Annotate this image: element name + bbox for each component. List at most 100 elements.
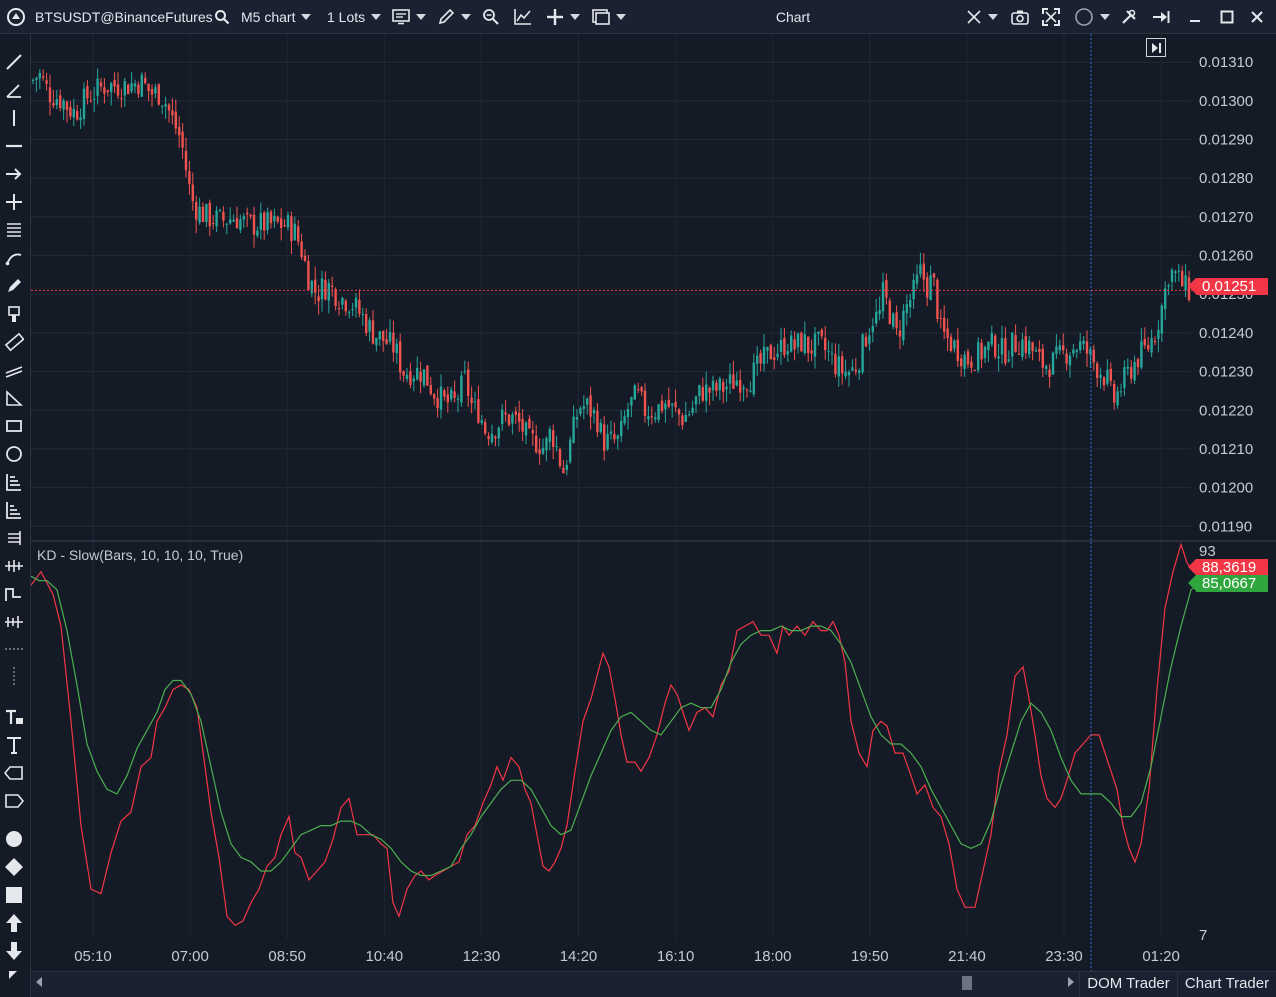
curve-tool-icon[interactable] bbox=[2, 247, 26, 269]
candle-body bbox=[212, 223, 215, 225]
fullscreen-icon[interactable] bbox=[1041, 0, 1061, 34]
candle-body bbox=[562, 467, 565, 474]
add-button[interactable] bbox=[546, 0, 580, 34]
price-tick-label: 0.01270 bbox=[1199, 209, 1253, 226]
time-tick-label: 10:40 bbox=[366, 948, 404, 965]
pen-tool-icon[interactable] bbox=[2, 275, 26, 297]
drawing-tool-button[interactable] bbox=[437, 0, 471, 34]
line-tool-icon[interactable] bbox=[2, 51, 26, 73]
circle-marker-icon[interactable] bbox=[2, 828, 26, 850]
triangle-tool-icon[interactable] bbox=[2, 387, 26, 409]
candle-body bbox=[888, 300, 891, 324]
candle-body bbox=[715, 382, 718, 391]
candle-body bbox=[490, 433, 494, 443]
tools-icon[interactable] bbox=[1120, 0, 1138, 34]
candle-body bbox=[409, 371, 412, 386]
brush-tool-icon[interactable] bbox=[2, 303, 26, 325]
angle-tool-icon[interactable] bbox=[2, 79, 26, 101]
candle-body bbox=[1055, 346, 1058, 354]
scroll-right-icon[interactable] bbox=[1068, 977, 1074, 987]
scroll-left-icon[interactable] bbox=[36, 977, 42, 987]
rectangle-tool-icon[interactable] bbox=[2, 415, 26, 437]
crosshair-mode-button[interactable] bbox=[966, 0, 998, 34]
candle-body bbox=[395, 343, 398, 354]
close-button[interactable] bbox=[1250, 0, 1264, 34]
candle-body bbox=[69, 107, 72, 117]
candle-body bbox=[803, 334, 806, 354]
candle-body bbox=[378, 331, 381, 340]
search-icon[interactable] bbox=[214, 0, 230, 34]
candle-body bbox=[276, 216, 279, 222]
price-label-icon[interactable] bbox=[2, 762, 26, 784]
fib-levels-icon[interactable] bbox=[2, 219, 26, 241]
zoom-icon[interactable] bbox=[482, 0, 500, 34]
candle-body bbox=[878, 309, 881, 315]
arrow-up-marker-icon[interactable] bbox=[2, 912, 26, 934]
candle-body bbox=[368, 320, 371, 332]
chart-area[interactable]: 0.01310 0.01300 0.01290 0.01280 0.01270 0.012… bbox=[31, 34, 1276, 971]
candle-body bbox=[334, 288, 337, 307]
candle-body bbox=[558, 449, 562, 467]
chart-trader-button[interactable]: Chart Trader bbox=[1177, 971, 1276, 997]
ruler-tool-icon[interactable] bbox=[2, 331, 26, 353]
diamond-marker-icon[interactable] bbox=[2, 856, 26, 878]
camera-icon[interactable] bbox=[1011, 0, 1029, 34]
text-lock-icon[interactable] bbox=[2, 706, 26, 728]
tag-label-icon[interactable] bbox=[2, 790, 26, 812]
arrow-tool-icon[interactable] bbox=[2, 163, 26, 185]
arrow-down-marker-icon[interactable] bbox=[2, 940, 26, 962]
candle-body bbox=[820, 329, 823, 337]
candle-body bbox=[229, 219, 232, 224]
indicator-title[interactable]: KD - Slow(Bars, 10, 10, 10, True) bbox=[37, 547, 244, 563]
fib-fan-icon[interactable] bbox=[2, 471, 26, 493]
chart-style-button[interactable] bbox=[392, 0, 426, 34]
vertical-line-icon[interactable] bbox=[2, 107, 26, 129]
k-value-tag: 88,3619 bbox=[1188, 559, 1268, 576]
minimize-button[interactable] bbox=[1188, 0, 1202, 34]
instrument-name[interactable]: BTSUSDT@BinanceFutures bbox=[35, 9, 213, 25]
app-logo-icon[interactable] bbox=[6, 0, 26, 34]
candle-body bbox=[844, 371, 847, 377]
candle-body bbox=[902, 310, 905, 341]
indicators-icon[interactable] bbox=[513, 0, 533, 34]
regression-channel-icon[interactable] bbox=[2, 611, 26, 633]
pin-icon[interactable] bbox=[1151, 0, 1171, 34]
candle-body bbox=[1130, 367, 1133, 379]
price-axis[interactable]: 0.01310 0.01300 0.01290 0.01280 0.01270 0.012… bbox=[1199, 54, 1253, 535]
maximize-button[interactable] bbox=[1220, 0, 1234, 34]
text-tool-icon[interactable] bbox=[2, 734, 26, 756]
gann-fan-icon[interactable] bbox=[2, 583, 26, 605]
candle-body bbox=[1184, 275, 1187, 290]
pitchfork-icon[interactable] bbox=[2, 555, 26, 577]
dom-trader-button[interactable]: DOM Trader bbox=[1079, 971, 1177, 997]
candle-body bbox=[708, 387, 711, 393]
square-marker-icon[interactable] bbox=[2, 884, 26, 906]
link-mode-button[interactable] bbox=[1074, 0, 1110, 34]
candle-body bbox=[637, 389, 640, 391]
candle-body bbox=[735, 380, 738, 386]
fib-timezone-icon[interactable] bbox=[2, 527, 26, 549]
window-layout-button[interactable] bbox=[592, 0, 626, 34]
fib-extension-icon[interactable] bbox=[2, 499, 26, 521]
candle-body bbox=[331, 285, 334, 288]
candle-body bbox=[1140, 341, 1143, 368]
candle-body bbox=[477, 398, 480, 423]
toolbar-expand-icon[interactable] bbox=[2, 964, 26, 986]
horizontal-line-icon[interactable] bbox=[2, 135, 26, 157]
timeframe-dropdown[interactable]: M5 chart bbox=[241, 0, 312, 34]
parallel-channel-icon[interactable] bbox=[2, 359, 26, 381]
candle-body bbox=[579, 408, 582, 414]
scroll-to-end-button[interactable] bbox=[1146, 38, 1166, 57]
candle-body bbox=[439, 386, 443, 410]
candle-body bbox=[956, 339, 959, 362]
k-line bbox=[31, 542, 1194, 927]
ellipse-tool-icon[interactable] bbox=[2, 443, 26, 465]
timeframe-label: M5 chart bbox=[241, 9, 296, 25]
time-axis[interactable]: 05:10 07:00 08:50 10:40 12:30 14:20 16:10 18:00… bbox=[74, 948, 1180, 965]
crosshair-tool-icon[interactable] bbox=[2, 191, 26, 213]
lots-dropdown[interactable]: 1 Lots bbox=[327, 0, 382, 34]
candle-body bbox=[630, 397, 633, 406]
candle-body bbox=[756, 355, 759, 364]
scrollbar-thumb[interactable] bbox=[962, 976, 972, 990]
candle-body bbox=[467, 369, 470, 396]
